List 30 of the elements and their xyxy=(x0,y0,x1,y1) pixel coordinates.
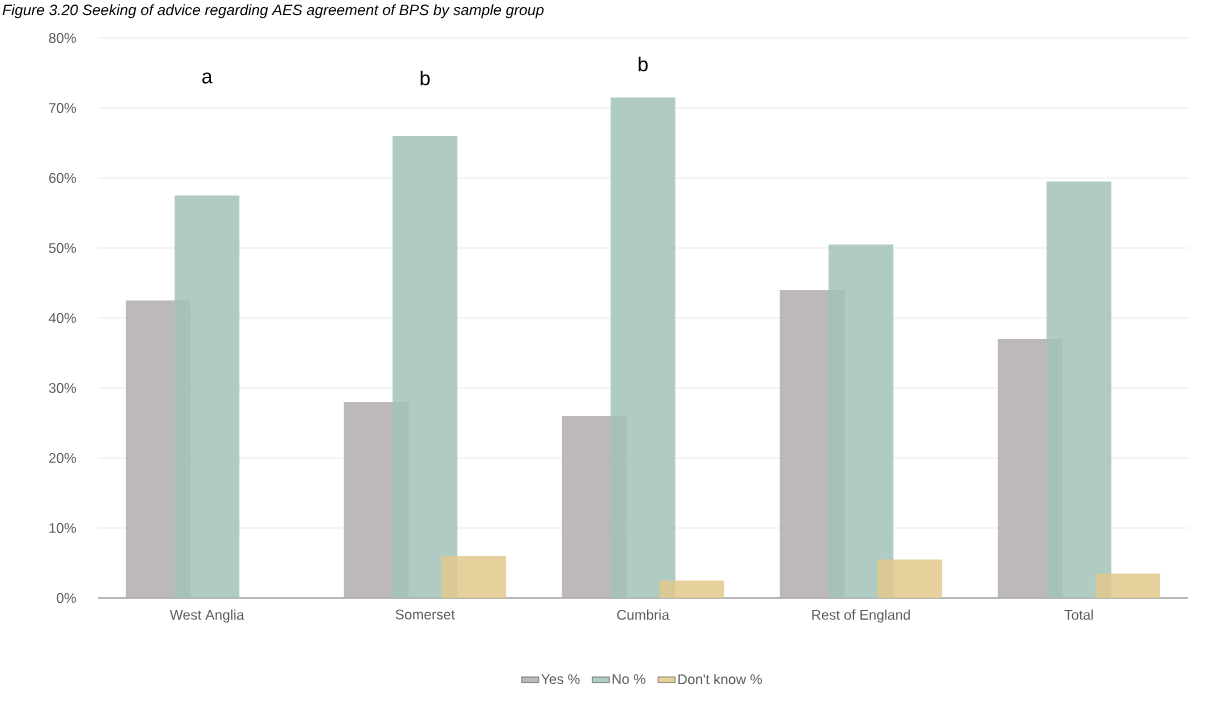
bar xyxy=(174,195,240,598)
bar xyxy=(392,136,458,598)
annotation: b xyxy=(638,56,648,72)
y-tick-label: 40% xyxy=(48,313,76,323)
bar xyxy=(659,580,725,598)
y-tick-label: 30% xyxy=(48,383,76,393)
y-tick-label: 0% xyxy=(56,593,76,603)
y-tick-label: 10% xyxy=(49,523,76,533)
x-tick-label: Somerset xyxy=(395,609,455,620)
chart-title: Figure 3.20 Seeking of advice regarding AES agreement of BPS by sample group xyxy=(2,4,544,19)
bar xyxy=(828,244,894,598)
y-tick-label: 80% xyxy=(49,33,76,43)
y-tick-label: 20% xyxy=(49,453,76,463)
y-tick-label: 70% xyxy=(49,103,76,113)
annotation: b xyxy=(420,70,430,86)
x-tick-label: Rest of England xyxy=(812,609,910,623)
annotation: a xyxy=(202,72,213,84)
y-tick-label: 60% xyxy=(49,173,76,183)
bar xyxy=(610,97,676,598)
bar xyxy=(1095,573,1161,598)
legend-label: Don't know % xyxy=(678,673,762,685)
x-tick-label: West Anglia xyxy=(169,609,245,623)
bar xyxy=(1046,181,1112,598)
x-tick-label: Cumbria xyxy=(617,609,670,620)
bar xyxy=(441,556,507,598)
bar xyxy=(877,559,943,598)
y-tick-label: 50% xyxy=(49,243,76,253)
x-tick-label: Total xyxy=(1064,609,1093,620)
legend-label: No % xyxy=(612,674,646,685)
legend-label: Yes % xyxy=(541,674,580,685)
